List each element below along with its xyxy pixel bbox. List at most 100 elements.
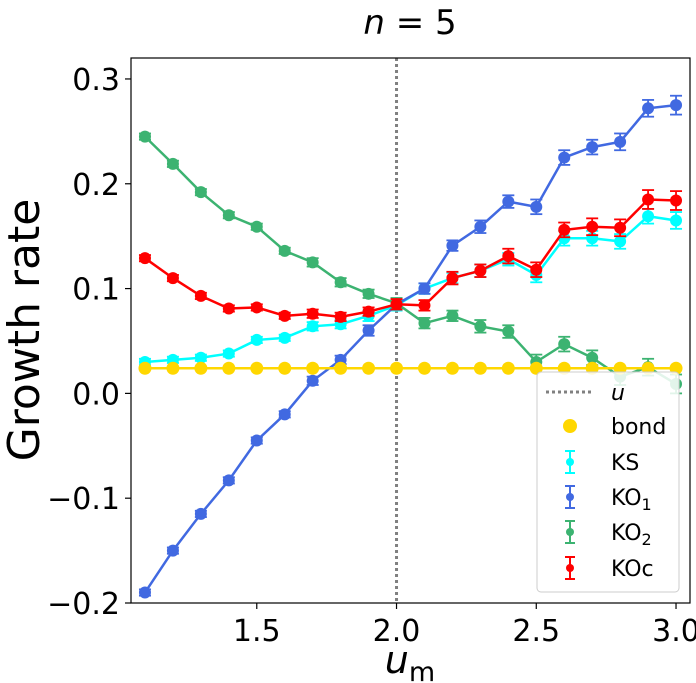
KOc-point (278, 309, 291, 322)
bond-point (585, 361, 599, 375)
KS-point (670, 214, 683, 227)
KO1-point (166, 544, 179, 557)
legend-koc-marker (565, 556, 575, 580)
legend-ks-label: KS (611, 451, 639, 476)
KS-point (250, 333, 263, 346)
series-bond (138, 361, 683, 375)
legend-koc-label-main: KOc (611, 557, 654, 582)
x-axis-label-sub: m (409, 657, 435, 683)
KOc-point (334, 310, 347, 323)
legend-ko1-label-main: KO (611, 486, 642, 511)
KO2-point (446, 309, 459, 322)
bond-point (529, 361, 543, 375)
KO1-point (558, 151, 571, 164)
axis-ticks: 1.5 2.0 2.5 3.0 −0.2 −0.1 0.0 0.1 0.2 0.3 (47, 63, 696, 649)
y-tick-label: −0.2 (47, 587, 120, 622)
legend: u bond KS KO1 KO2 (536, 371, 680, 593)
KOc-point (642, 193, 655, 206)
legend-ko2-label-main: KO (611, 521, 642, 546)
bond-point (306, 361, 320, 375)
bond-point (501, 361, 515, 375)
y-tick-label: 0.3 (72, 63, 120, 98)
bond-point (278, 361, 292, 375)
KO1-point (306, 374, 319, 387)
KOc-point (502, 250, 515, 263)
KO2-point (474, 320, 487, 333)
KO2-point (278, 244, 291, 257)
KO2-point (418, 317, 431, 330)
bond-point (669, 361, 683, 375)
KO2-point (222, 209, 235, 222)
x-axis-label: um (385, 638, 435, 683)
KS-point (222, 347, 235, 360)
KO2-point (558, 338, 571, 351)
bond-point (557, 361, 571, 375)
KOc-point (138, 252, 151, 265)
bond-point (194, 361, 208, 375)
KS-point (614, 235, 627, 248)
bond-point (334, 361, 348, 375)
legend-ko1-label-sub: 1 (642, 495, 652, 514)
legend-ko1-marker (565, 485, 575, 509)
KO1-point (586, 141, 599, 154)
KO2-point (194, 186, 207, 199)
x-tick-label: 1.5 (233, 614, 281, 649)
KOc-point (194, 289, 207, 302)
series-ks (138, 208, 683, 368)
legend-ks-label-main: KS (611, 451, 639, 476)
y-tick-label: 0.2 (72, 168, 120, 203)
legend-box (536, 371, 680, 593)
KOc-point (530, 263, 543, 276)
KO2-point (334, 276, 347, 289)
bond-point (613, 361, 627, 375)
KO1-point (474, 220, 487, 233)
KO1-point (250, 434, 263, 447)
bond-point (390, 361, 404, 375)
KO1-point (278, 408, 291, 421)
KS-point (306, 320, 319, 333)
chart-title-var: n (363, 3, 385, 43)
bond-point (641, 361, 655, 375)
y-tick-label: 0.0 (72, 377, 120, 412)
KO2-point (502, 325, 515, 338)
KO1-point (446, 239, 459, 252)
KO2-point (138, 130, 151, 143)
x-tick-label: 2.0 (373, 614, 421, 649)
KS-point (278, 331, 291, 344)
KOc-point (418, 299, 431, 312)
bond-point (362, 361, 376, 375)
KS-point (194, 351, 207, 364)
chart-title-rest: = 5 (385, 3, 457, 43)
bond-point (166, 361, 180, 375)
series-koc (138, 189, 683, 323)
legend-koc-label: KOc (611, 557, 654, 582)
chart-title: n = 5 (363, 3, 456, 43)
y-tick-label: 0.1 (72, 273, 120, 308)
KOc-point (474, 264, 487, 277)
legend-bond-marker (563, 419, 577, 433)
KO1-point (194, 507, 207, 520)
bond-point (250, 361, 264, 375)
KO2-point (166, 157, 179, 170)
KO1-point (362, 324, 375, 337)
KO1-point (222, 474, 235, 487)
KO1-point (670, 99, 683, 112)
bond-point (445, 361, 459, 375)
legend-ko2-label-sub: 2 (642, 530, 652, 549)
KO2-point (362, 287, 375, 300)
KO1-point (614, 135, 627, 148)
legend-bond-label: bond (611, 415, 666, 440)
x-axis-label-main: u (385, 638, 409, 682)
KS-point (642, 210, 655, 223)
KO1-point (418, 282, 431, 295)
KO2-point (250, 220, 263, 233)
legend-vline-label: u (611, 381, 625, 406)
KO1-point (642, 102, 655, 115)
x-tick-label: 3.0 (652, 614, 696, 649)
bond-point (222, 361, 236, 375)
KO2-point (586, 351, 599, 364)
bond-point (417, 361, 431, 375)
KOc-point (586, 220, 599, 233)
KOc-point (446, 272, 459, 285)
KO2-line (144, 135, 677, 386)
